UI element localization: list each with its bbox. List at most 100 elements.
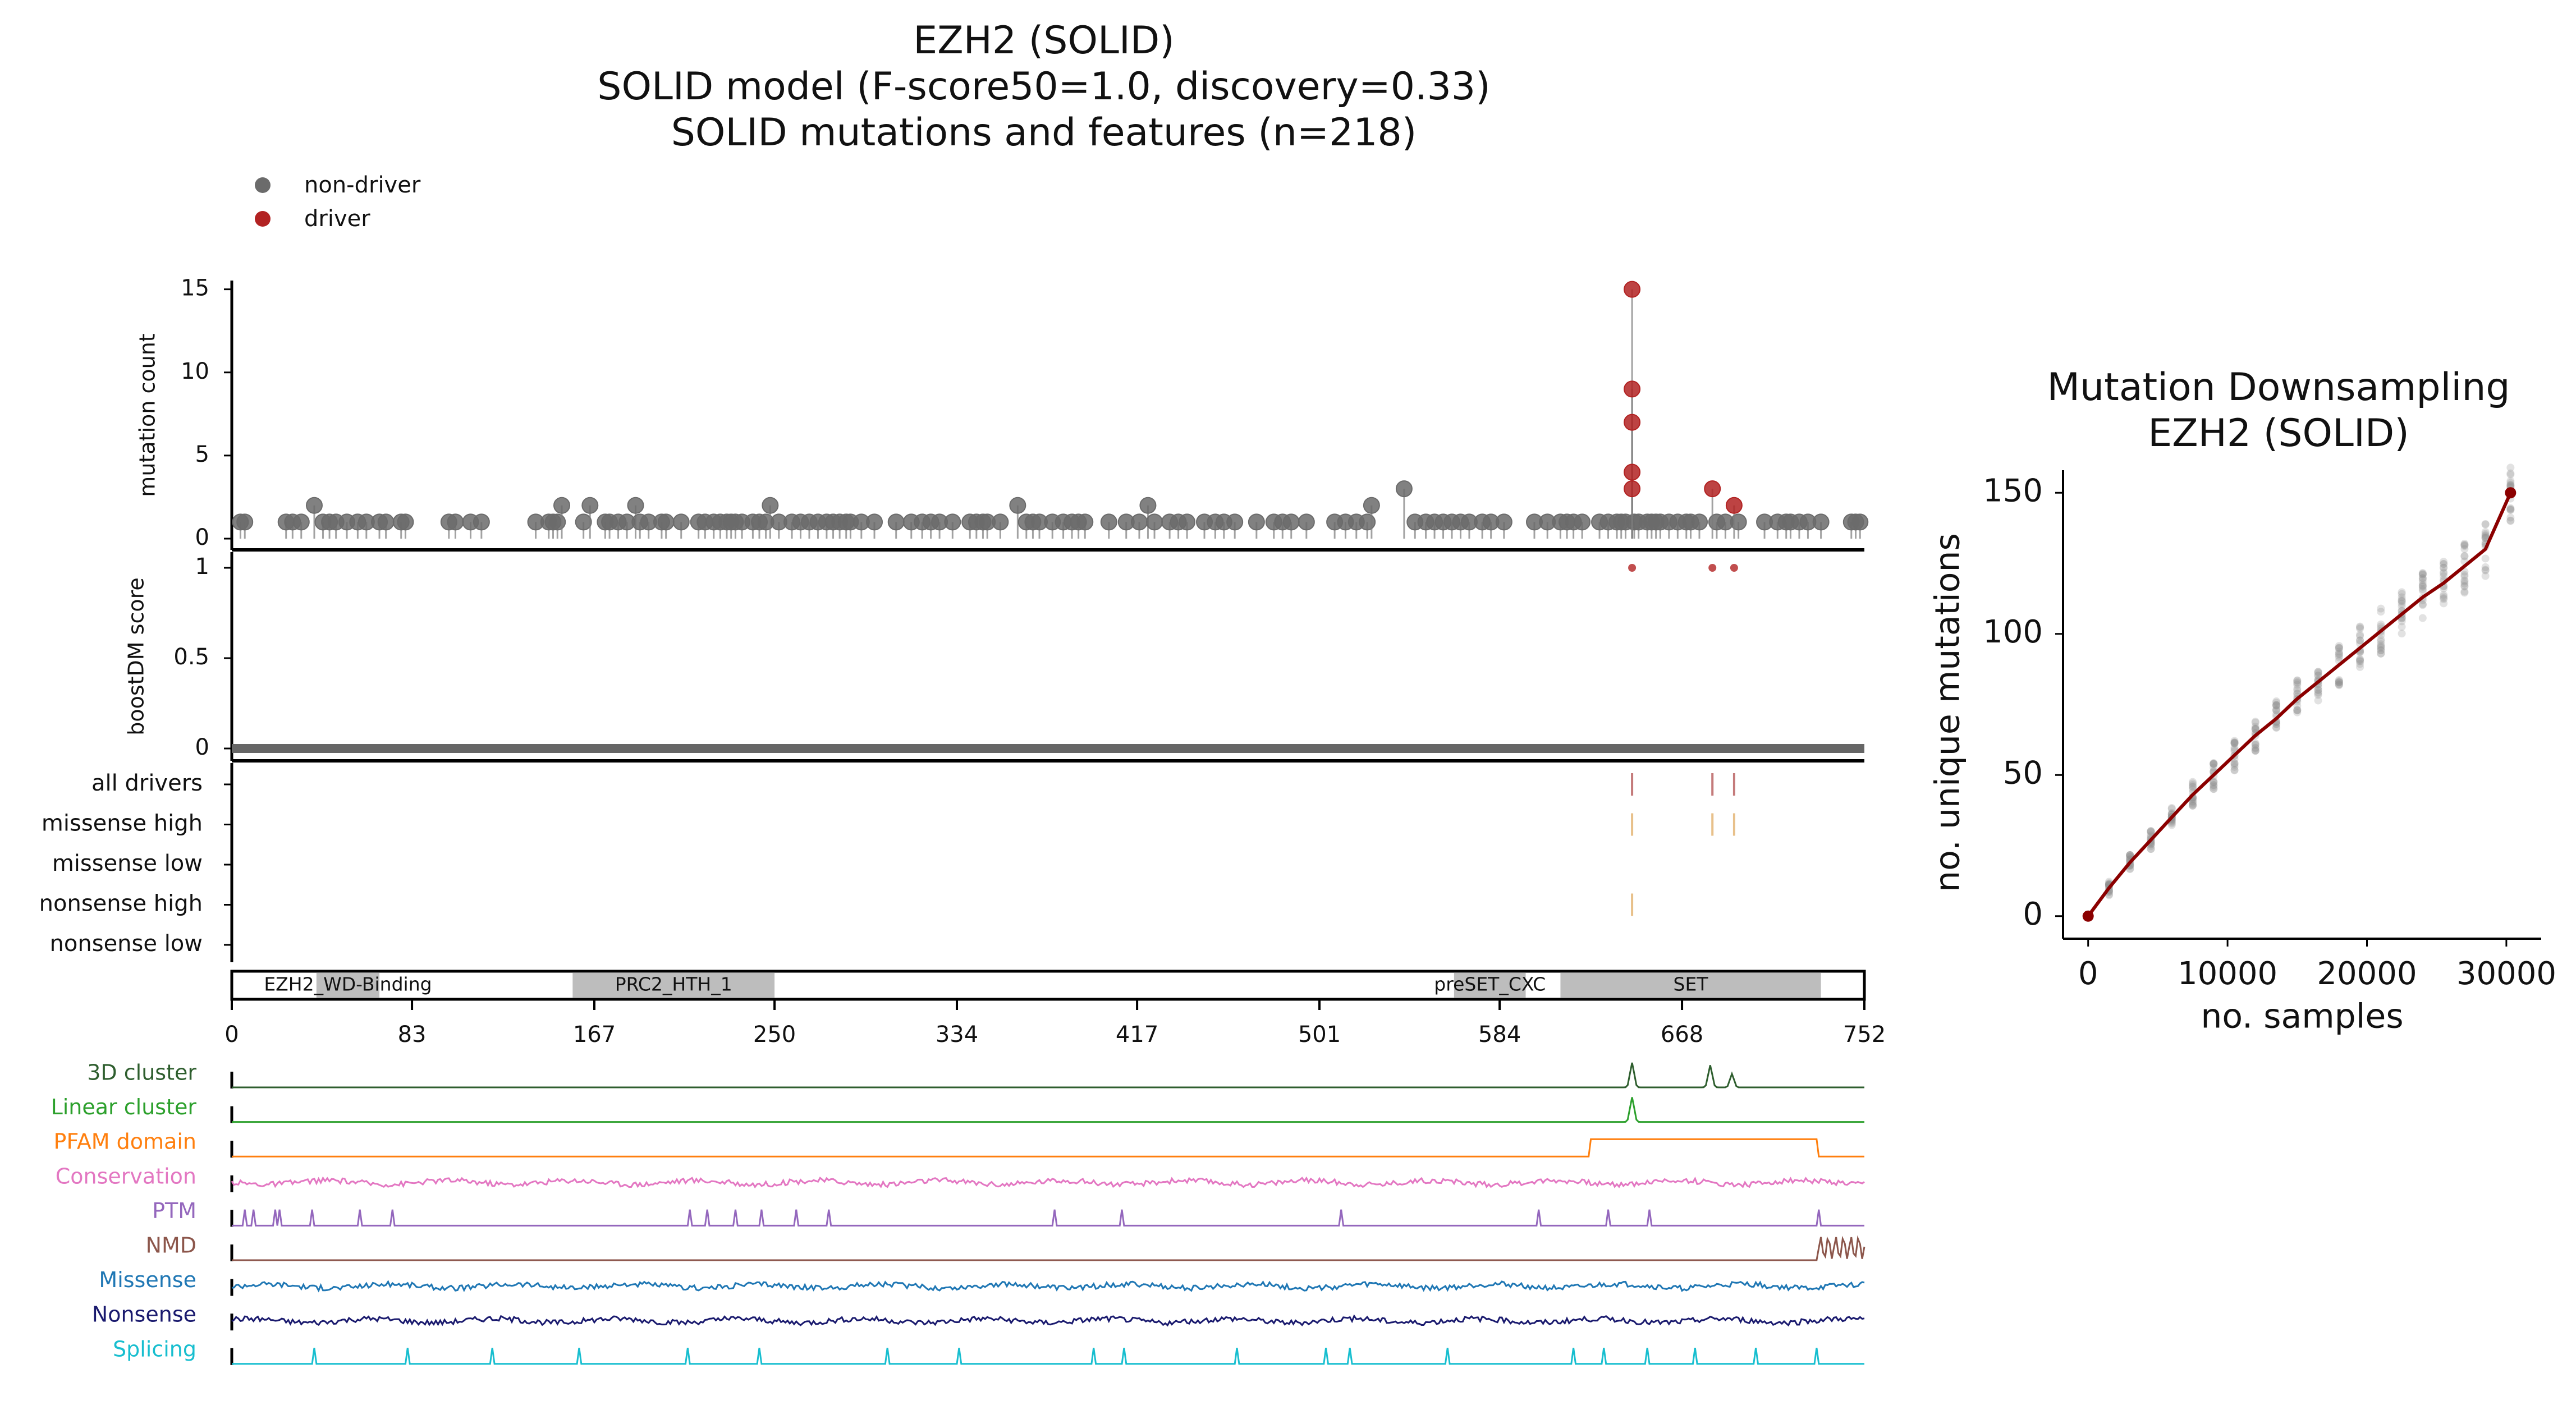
- domain-label: EZH2_WD-Binding: [264, 973, 432, 995]
- downsampling-sample-point: [2335, 680, 2343, 688]
- track-line: [232, 1235, 1865, 1261]
- downsampling-sample-point: [2293, 701, 2302, 710]
- downsampling-sample-point: [2147, 845, 2155, 853]
- downsampling-sample-point: [2210, 759, 2218, 768]
- downsampling-sample-point: [2335, 677, 2343, 686]
- lollipop-y-tick-label: 10: [181, 359, 209, 384]
- downsampling-sample-point: [2481, 532, 2490, 540]
- track-line: [232, 1347, 1864, 1365]
- downsampling-sample-point: [2460, 576, 2469, 585]
- non-driver-mutation-point: [575, 513, 592, 531]
- downsampling-sample-point: [2230, 738, 2239, 747]
- downsampling-sample-point: [2418, 614, 2427, 622]
- downsampling-sample-point: [2147, 827, 2155, 835]
- downsampling-sample-point: [2377, 644, 2385, 653]
- domain-label: PRC2_HTH_1: [615, 973, 732, 995]
- downsampling-sample-point: [2506, 506, 2515, 514]
- downsampling-sample-point: [2377, 640, 2385, 649]
- downsampling-sample-point: [2314, 686, 2322, 694]
- downsampling-sample-point: [2210, 785, 2218, 793]
- downsampling-sample-point: [2251, 725, 2259, 733]
- downsampling-sample-point: [2356, 624, 2364, 633]
- downsampling-sample-point: [2251, 746, 2259, 755]
- domain-label: preSET_CXC: [1434, 973, 1546, 995]
- downsampling-sample-point: [2293, 685, 2302, 693]
- downsampling-sample-point: [2356, 663, 2364, 671]
- downsampling-sample-point: [2314, 669, 2322, 677]
- downsampling-sample-point: [2230, 761, 2239, 769]
- downsampling-sample-point: [2293, 686, 2302, 695]
- downsampling-sample-point: [2230, 759, 2239, 768]
- downsampling-sample-point: [2440, 591, 2448, 599]
- downsampling-sample-point: [2210, 781, 2218, 789]
- downsampling-sample-point: [2251, 747, 2259, 755]
- domain-track-frame: [230, 970, 1866, 1001]
- downsampling-sample-point: [2126, 851, 2134, 859]
- legend: non-driver driver: [247, 168, 420, 236]
- non-driver-mutation-point: [1691, 513, 1708, 531]
- downsampling-sample-point: [2293, 708, 2302, 717]
- non-driver-mutation-point: [1363, 497, 1380, 514]
- non-driver-mutation-point: [1009, 497, 1026, 514]
- lollipop-y-tick-label: 0: [195, 525, 209, 550]
- non-driver-mutation-point: [657, 513, 675, 531]
- category-label: nonsense low: [50, 931, 203, 957]
- downsampling-sample-point: [2230, 738, 2239, 747]
- downsampling-sample-point: [2251, 741, 2259, 749]
- downsampling-sample-point: [2230, 739, 2239, 747]
- downsampling-y-tick-label: 0: [2023, 896, 2043, 933]
- downsampling-sample-point: [2335, 678, 2343, 686]
- downsampling-sample-point: [2335, 681, 2343, 690]
- non-driver-mutation-point: [1851, 513, 1869, 531]
- downsampling-sample-point: [2251, 725, 2259, 733]
- non-driver-mutation-point: [581, 497, 599, 514]
- downsampling-x-tick-label: 20000: [2317, 956, 2417, 992]
- lollipop-y-tick-label: 15: [181, 275, 209, 301]
- downsampling-title-line-2: EZH2 (SOLID): [2148, 411, 2409, 456]
- downsampling-sample-point: [2356, 623, 2364, 632]
- non-driver-mutation-point: [1730, 513, 1747, 531]
- downsampling-sample-point: [2398, 602, 2406, 610]
- non-driver-mutation-point: [1226, 513, 1244, 531]
- downsampling-sample-point: [2293, 677, 2302, 685]
- legend-label-non-driver: non-driver: [304, 172, 421, 198]
- non-driver-mutation-point: [1574, 513, 1591, 531]
- downsampling-sample-point: [2418, 585, 2427, 593]
- non-driver-mutation-point: [1298, 513, 1315, 531]
- downsampling-sample-point: [2314, 688, 2322, 696]
- downsampling-y-tick-label: 50: [2003, 755, 2043, 791]
- x-tick-label: 417: [1116, 1022, 1158, 1048]
- downsampling-sample-point: [2460, 552, 2469, 561]
- downsampling-sample-point: [2210, 781, 2218, 789]
- non-driver-mutation-point: [672, 513, 690, 531]
- downsampling-sample-point: [2418, 571, 2427, 579]
- downsampling-sample-point: [2251, 747, 2259, 755]
- downsampling-sample-point: [2356, 622, 2364, 631]
- x-tick-label: 584: [1478, 1022, 1521, 1048]
- downsampling-sample-point: [2272, 706, 2281, 715]
- downsampling-sample-point: [2272, 701, 2281, 709]
- downsampling-title-line-1: Mutation Downsampling: [2047, 365, 2510, 410]
- downsampling-sample-point: [2398, 588, 2406, 596]
- downsampling-sample-point: [2377, 646, 2385, 655]
- non-driver-mutation-point: [397, 513, 414, 531]
- downsampling-sample-point: [2398, 599, 2406, 608]
- downsampling-sample-point: [2335, 642, 2343, 650]
- downsampling-x-tick-label: 10000: [2178, 956, 2277, 992]
- downsampling-sample-point: [2251, 739, 2259, 747]
- x-tick-label: 250: [753, 1022, 796, 1048]
- downsampling-sample-point: [2398, 597, 2406, 605]
- downsampling-sample-point: [2189, 801, 2197, 810]
- downsampling-sample-point: [2460, 587, 2469, 596]
- downsampling-sample-point: [2418, 579, 2427, 587]
- non-driver-mutation-point: [1812, 513, 1830, 531]
- non-driver-mutation-point: [1248, 513, 1265, 531]
- downsampling-sample-point: [2147, 828, 2155, 837]
- downsampling-sample-point: [2272, 723, 2281, 732]
- non-driver-mutation-point: [887, 513, 905, 531]
- x-tick-label: 501: [1298, 1022, 1341, 1048]
- downsampling-sample-point: [2460, 580, 2469, 588]
- downsampling-sample-point: [2506, 516, 2515, 525]
- downsampling-sample-point: [2418, 582, 2427, 591]
